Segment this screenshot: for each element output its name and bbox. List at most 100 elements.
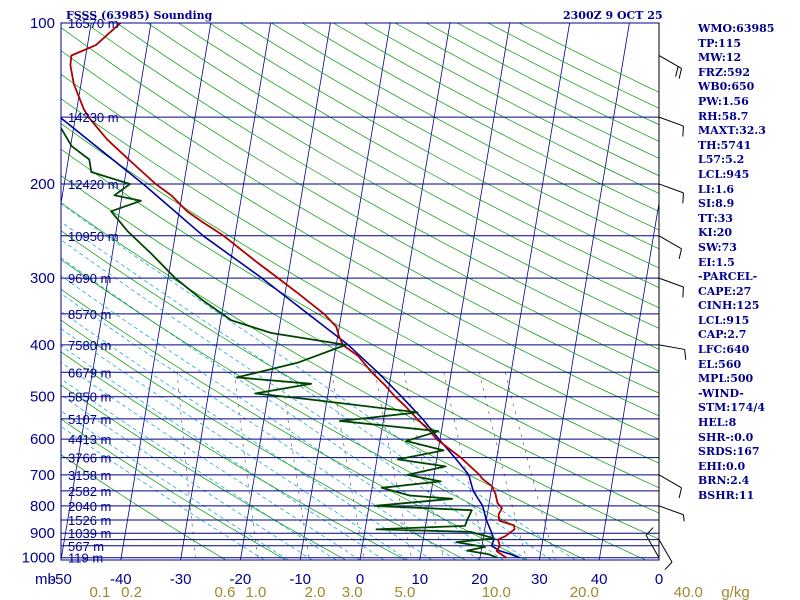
mixing-ratio-line	[176, 372, 197, 560]
stat-item: -PARCEL-	[698, 270, 758, 284]
height-label: 12420 m	[68, 177, 119, 192]
pressure-label: 1000	[22, 550, 55, 567]
isotherm-line	[539, 23, 630, 560]
temperature-tick-label: 0	[655, 571, 663, 588]
height-label: 8570 m	[68, 307, 111, 322]
dry-adiabat-line	[61, 175, 659, 514]
temperature-tick-label: -10	[289, 571, 311, 588]
height-label: 4413 m	[68, 432, 111, 447]
dry-adiabat-line	[61, 73, 659, 417]
wind-barb	[658, 55, 683, 79]
height-label: 16570 m	[68, 16, 119, 31]
stat-item: L57:5.2	[698, 153, 745, 167]
wind-barb-staff	[658, 344, 685, 350]
isobar-lines	[61, 23, 659, 559]
dry-adiabat-line	[61, 319, 466, 560]
pressure-label: 500	[30, 389, 55, 406]
sounding-indices-panel: WMO:63985 TP:115 MW:12 FRZ:592 WB0:650 PW:1.5…	[698, 22, 774, 504]
dry-adiabat-line	[61, 123, 659, 464]
stat-item: STM:174/4	[698, 401, 765, 415]
wind-barb-staff	[658, 539, 673, 563]
pressure-label: 700	[30, 467, 55, 484]
mixing-ratio-line	[374, 372, 413, 560]
stat-item: FRZ:592	[698, 65, 751, 79]
stat-item: EI:1.5	[698, 255, 735, 269]
temperature-profile-line	[69, 23, 516, 559]
mixing-ratio-line	[403, 372, 445, 560]
stat-item: SRDS:167	[698, 445, 760, 459]
mixing-ratio-label: 2.0	[305, 584, 326, 600]
height-label: 119 m	[68, 551, 103, 566]
moist-adiabat-line	[61, 275, 480, 560]
isotherm-line	[299, 23, 391, 560]
dry-adiabat-line	[61, 230, 646, 560]
height-label: 5107 m	[68, 412, 111, 427]
wind-barb-staff	[658, 183, 684, 194]
mixing-ratio-line	[504, 372, 556, 560]
moist-adiabat-line	[61, 378, 337, 560]
isotherm-line	[180, 23, 271, 560]
wind-barb	[658, 235, 683, 260]
pressure-label: 400	[30, 337, 55, 354]
pressure-label: 100	[30, 15, 55, 32]
dry-adiabat-line	[61, 288, 526, 560]
mixing-ratio-label: 20.0	[570, 584, 599, 600]
stat-item: MPL:500	[698, 372, 754, 386]
wind-barb	[658, 183, 684, 204]
wind-barb	[658, 539, 673, 571]
mixing-ratio-label: 10.0	[482, 584, 511, 600]
wind-barb	[658, 474, 683, 499]
plot-area	[61, 23, 659, 560]
moist-adiabat-line	[61, 425, 265, 560]
isotherm-line	[61, 23, 152, 560]
stat-item: CINH:125	[698, 299, 760, 313]
stat-item: EL:560	[698, 357, 742, 371]
dry-adiabat-line	[61, 454, 226, 560]
mixing-ratio-label: 0.1	[89, 584, 110, 600]
stat-item: LFC:640	[698, 343, 750, 357]
mixing-ratio-lines	[176, 372, 556, 560]
temperature-tick-label: -50	[50, 571, 72, 588]
mixing-ratio-label: 5.0	[394, 584, 415, 600]
stat-item: BSHR:11	[698, 489, 755, 502]
moist-adiabat-line	[61, 221, 552, 560]
stat-item: SHR-:0.0	[698, 430, 754, 444]
mixing-ratio-line	[331, 372, 365, 560]
temperature-tick-label: -20	[230, 571, 252, 588]
stat-item: LCL:945	[698, 167, 750, 181]
stat-item: SI:8.9	[698, 197, 735, 211]
temperature-tick-label: -30	[170, 571, 192, 588]
moist-adiabat-lines	[61, 203, 576, 560]
temperature-axis-labels: -50 -40 -30 -20 -10 0 10 20 30 40 0	[50, 571, 663, 588]
dry-adiabat-line	[61, 202, 659, 540]
dry-adiabat-line	[178, 23, 659, 289]
mixing-ratio-label: 40.0	[674, 584, 703, 600]
wind-barb-flag	[678, 248, 683, 260]
isotherm-line	[479, 23, 570, 560]
dry-adiabat-line	[61, 351, 406, 560]
height-label: 9690 m	[68, 271, 111, 286]
isotherm-line	[61, 23, 92, 206]
mixing-ratio-line	[234, 372, 259, 560]
stat-item: WMO:63985	[698, 22, 775, 35]
wind-barb-flag	[684, 349, 687, 360]
stat-item: PW:1.56	[698, 94, 749, 108]
wind-barb-flag	[664, 561, 673, 571]
mixing-ratio-labels: 0.1 0.2 0.6 1.0 2.0 3.0 5.0 10.0 20.0 40.0 g/kg	[89, 584, 749, 600]
mixing-ratio-line	[479, 372, 528, 560]
temperature-tick-label: -40	[110, 571, 132, 588]
stat-item: RH:58.7	[698, 109, 749, 123]
sounding-profiles	[61, 23, 520, 559]
temperature-tick-label: 40	[591, 571, 608, 588]
mixing-ratio-label: 0.6	[214, 584, 235, 600]
wind-barb-staff	[658, 277, 684, 288]
stat-item: TT:33	[698, 211, 733, 225]
moist-adiabat-line	[61, 394, 313, 560]
dry-adiabat-line	[61, 148, 659, 489]
wind-barb-flag	[682, 192, 684, 204]
temperature-tick-label: 0	[356, 571, 364, 588]
stat-item: CAPE:27	[698, 284, 752, 298]
mixing-ratio-line	[443, 372, 488, 560]
wind-barb-column	[645, 23, 687, 571]
pressure-label: 600	[30, 431, 55, 448]
